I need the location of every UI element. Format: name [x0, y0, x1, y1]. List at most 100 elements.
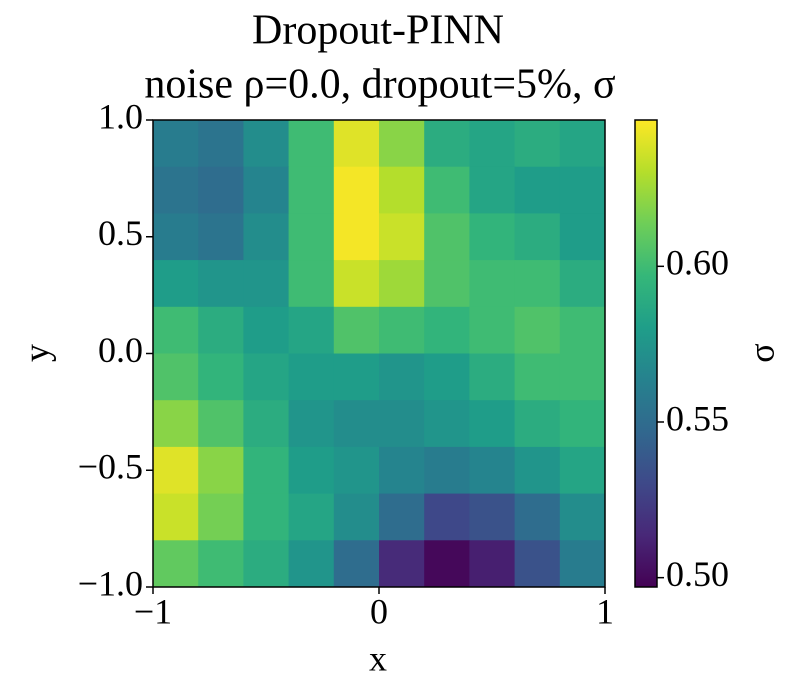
- heatmap-cell: [424, 400, 470, 448]
- heatmap-cell: [424, 353, 470, 401]
- heatmap-cell: [333, 166, 380, 214]
- heatmap-cell: [559, 540, 606, 588]
- y-tick-label: −1.0: [78, 563, 143, 603]
- heatmap-cell: [559, 493, 606, 541]
- heatmap-cell: [333, 120, 380, 168]
- heatmap-cell: [243, 166, 290, 214]
- x-tick-label: −1: [134, 591, 172, 631]
- heatmap-cell: [379, 353, 425, 401]
- x-tick-label: 1: [596, 591, 614, 631]
- heatmap-cell: [469, 213, 516, 261]
- heatmap-cell: [379, 493, 425, 541]
- heatmap-cell: [379, 400, 425, 448]
- heatmap-cell: [559, 213, 606, 261]
- heatmap-cell: [424, 493, 470, 541]
- heatmap-cell: [514, 166, 561, 214]
- heatmap-cell: [288, 120, 335, 168]
- heatmap-cell: [424, 446, 470, 495]
- heatmap-cell: [559, 446, 606, 495]
- y-tick-label: 1.0: [98, 96, 143, 136]
- heatmap-cell: [198, 493, 244, 541]
- heatmap-cell: [153, 306, 199, 354]
- heatmap-cell: [153, 493, 199, 541]
- colorbar-label: σ: [741, 343, 781, 362]
- heatmap-cell: [379, 166, 425, 214]
- heatmap-cell: [424, 120, 470, 168]
- heatmap-cell: [469, 446, 516, 495]
- heatmap-cell: [379, 540, 425, 588]
- y-axis-label: y: [16, 344, 56, 362]
- chart-title: Dropout-PINN: [252, 8, 504, 54]
- heatmap-cell: [514, 540, 561, 588]
- heatmap-cell: [288, 306, 335, 354]
- heatmap-cell: [424, 166, 470, 214]
- heatmap-cell: [559, 260, 606, 308]
- heatmap-cell: [559, 400, 606, 448]
- heatmap-cell: [288, 353, 335, 401]
- heatmap-cell: [243, 446, 290, 495]
- heatmap-cell: [469, 306, 516, 354]
- heatmap-cell: [243, 306, 290, 354]
- heatmap-cell: [153, 540, 199, 588]
- heatmap-cell: [559, 166, 606, 214]
- heatmap-cell: [469, 260, 516, 308]
- colorbar-tick-label: 0.55: [666, 398, 729, 438]
- heatmap-cell: [514, 400, 561, 448]
- heatmap-cell: [243, 493, 290, 541]
- heatmap-cell: [288, 446, 335, 495]
- heatmap-cell: [198, 120, 244, 168]
- heatmap-cell: [243, 540, 290, 588]
- heatmap-cell: [153, 400, 199, 448]
- heatmap-cell: [514, 213, 561, 261]
- heatmap-cell: [153, 446, 199, 495]
- heatmap-cell: [198, 166, 244, 214]
- heatmap-cell: [514, 306, 561, 354]
- heatmap-cell: [514, 493, 561, 541]
- colorbar-tick-label: 0.50: [666, 554, 729, 594]
- heatmap-cell: [379, 306, 425, 354]
- heatmap-cell: [559, 353, 606, 401]
- heatmap-cell: [424, 540, 470, 588]
- y-tick-label: 0.0: [98, 330, 143, 370]
- colorbar-tick-label: 0.60: [666, 243, 729, 283]
- x-axis-label: x: [369, 638, 387, 678]
- heatmap-cell: [243, 213, 290, 261]
- heatmap-cell: [288, 213, 335, 261]
- heatmap-cell: [379, 213, 425, 261]
- heatmap-cell: [514, 120, 561, 168]
- heatmap-cell: [333, 306, 380, 354]
- heatmap-cell: [288, 166, 335, 214]
- heatmap-cell: [243, 120, 290, 168]
- heatmap-cell: [198, 446, 244, 495]
- heatmap-cell: [153, 260, 199, 308]
- heatmap-cell: [424, 213, 470, 261]
- heatmap-cell: [379, 260, 425, 308]
- heatmap-cell: [424, 260, 470, 308]
- heatmap-cell: [333, 540, 380, 588]
- heatmap-cell: [198, 306, 244, 354]
- heatmap-cell: [469, 400, 516, 448]
- heatmap-cell: [333, 260, 380, 308]
- heatmap-cell: [198, 540, 244, 588]
- heatmap-cell: [469, 166, 516, 214]
- x-tick-label: 0: [370, 591, 388, 631]
- heatmap-cell: [514, 353, 561, 401]
- heatmap-cell: [288, 260, 335, 308]
- heatmap-cell: [559, 120, 606, 168]
- heatmap-cell: [198, 400, 244, 448]
- colorbar: [634, 119, 658, 588]
- chart-subtitle: noise ρ=0.0, dropout=5%, σ: [144, 62, 615, 108]
- heatmap-cell: [333, 353, 380, 401]
- heatmap-cell: [333, 400, 380, 448]
- heatmap-cell: [243, 353, 290, 401]
- heatmap-cell: [288, 540, 335, 588]
- heatmap-cell: [153, 120, 199, 168]
- heatmap-cell: [469, 493, 516, 541]
- heatmap-cell: [514, 260, 561, 308]
- heatmap-cell: [379, 446, 425, 495]
- heatmap-cell: [514, 446, 561, 495]
- heatmap-cell: [198, 260, 244, 308]
- heatmap-cell: [153, 353, 199, 401]
- heatmap-cell: [243, 400, 290, 448]
